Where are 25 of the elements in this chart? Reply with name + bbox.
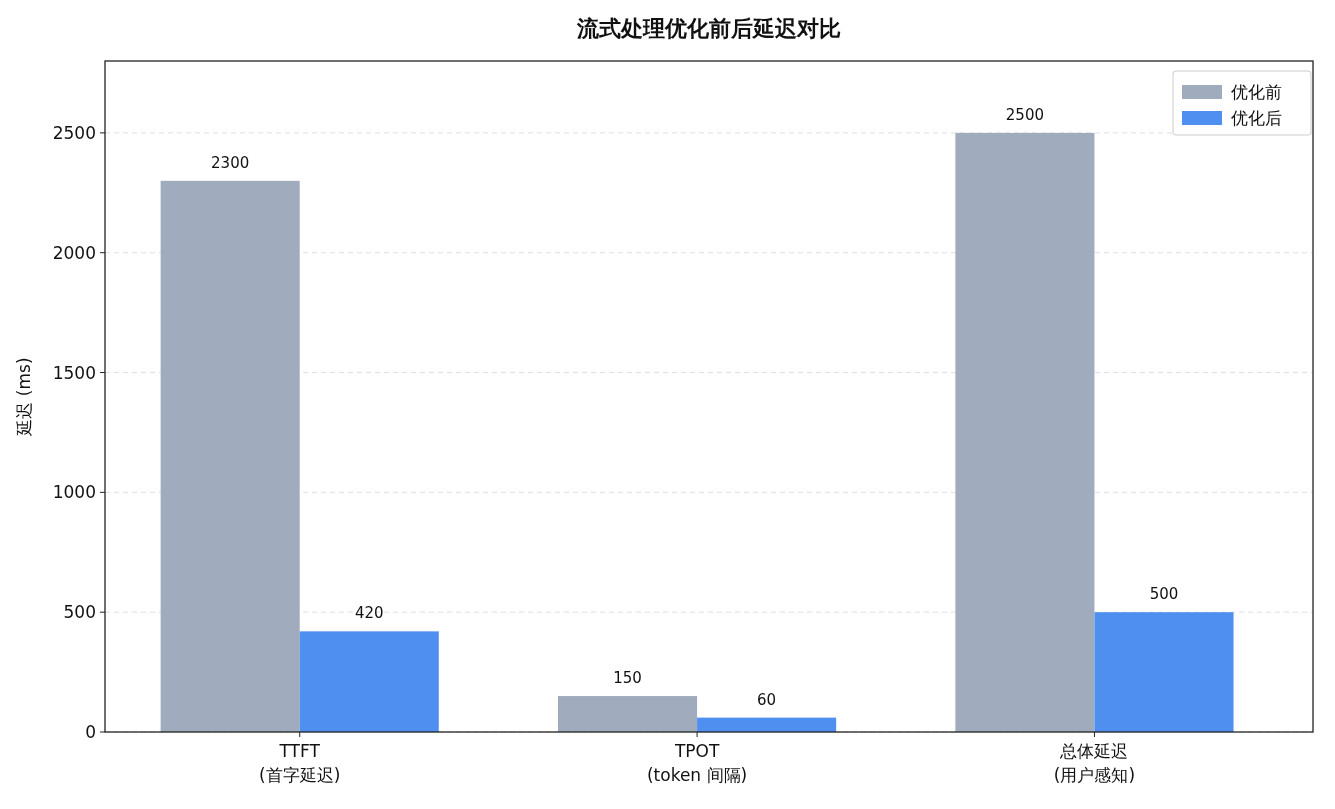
x-tick-label: TTFT (首字延迟) (259, 741, 341, 785)
data-label: 420 (354, 604, 384, 623)
data-label: 2300 (211, 153, 250, 172)
legend-label: 优化后 (1231, 108, 1282, 128)
bar (558, 696, 698, 732)
data-label: 60 (757, 690, 777, 709)
bar (955, 132, 1095, 732)
y-tick-label: 500 (63, 602, 96, 623)
bar (299, 631, 439, 732)
x-tick-label: TPOT (token 间隔) (646, 741, 748, 785)
data-label: 2500 (1005, 105, 1044, 124)
y-tick-label: 2000 (52, 242, 96, 263)
bar (1094, 612, 1234, 732)
legend-label: 优化前 (1231, 82, 1282, 102)
data-label: 500 (1149, 585, 1179, 604)
bar (697, 717, 837, 732)
y-tick-label: 1000 (52, 482, 96, 503)
data-label: 150 (613, 669, 642, 688)
y-axis-title: 延迟 (ms) (14, 357, 34, 437)
y-tick-label: 2500 (52, 122, 96, 143)
chart-title: 流式处理优化前后延迟对比 (576, 16, 841, 41)
y-tick-label: 1500 (52, 362, 96, 383)
bar (160, 180, 300, 732)
y-tick-label: 0 (85, 722, 96, 742)
x-tick-label: 总体延迟 (用户感知) (1053, 741, 1136, 785)
